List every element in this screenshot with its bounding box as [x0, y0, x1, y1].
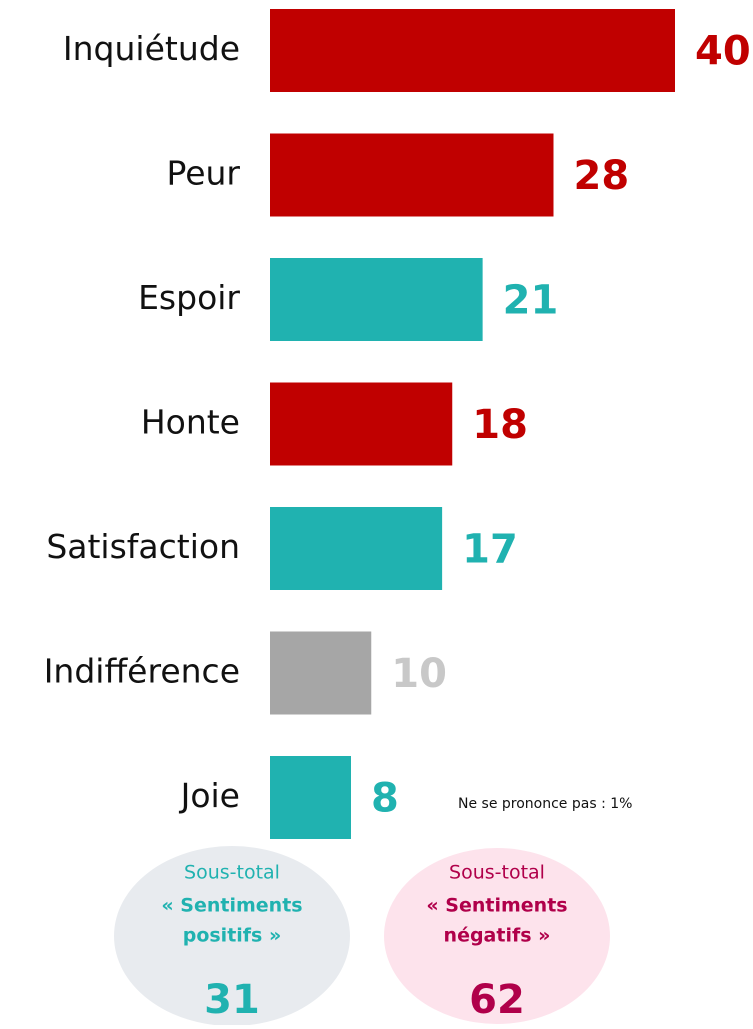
value-label: 10 [391, 651, 447, 697]
bar [270, 382, 453, 466]
category-label: Indifférence [44, 652, 240, 691]
subtotal-name: « Sentiments [426, 895, 567, 917]
bar [270, 756, 351, 839]
subtotal-bubble [114, 846, 350, 1026]
category-label: Satisfaction [46, 527, 240, 566]
bar [270, 258, 483, 341]
subtotal-value: 31 [204, 977, 260, 1023]
value-label: 18 [472, 402, 528, 448]
value-label: 21 [503, 278, 559, 324]
value-label: 28 [574, 153, 630, 199]
category-label: Espoir [138, 278, 240, 317]
bar [270, 507, 443, 590]
value-label: 17 [462, 527, 518, 573]
category-label: Peur [166, 154, 240, 193]
subtotal-name: positifs » [183, 925, 282, 947]
subtotal-name: « Sentiments [161, 895, 302, 917]
subtotal-label: Sous-total [184, 862, 280, 884]
subtotal-bubble [384, 848, 610, 1024]
category-label: Honte [141, 403, 240, 442]
note: Ne se prononce pas : 1% [458, 796, 632, 812]
category-label: Joie [179, 776, 240, 815]
subtotal-name: négatifs » [444, 925, 551, 947]
subtotal-value: 62 [469, 977, 525, 1023]
bar [270, 631, 372, 715]
bar [270, 9, 675, 92]
bar [270, 133, 554, 217]
subtotal-label: Sous-total [449, 862, 545, 884]
category-label: Inquiétude [63, 29, 240, 68]
value-label: 8 [371, 776, 399, 822]
value-label: 40 [695, 29, 751, 75]
